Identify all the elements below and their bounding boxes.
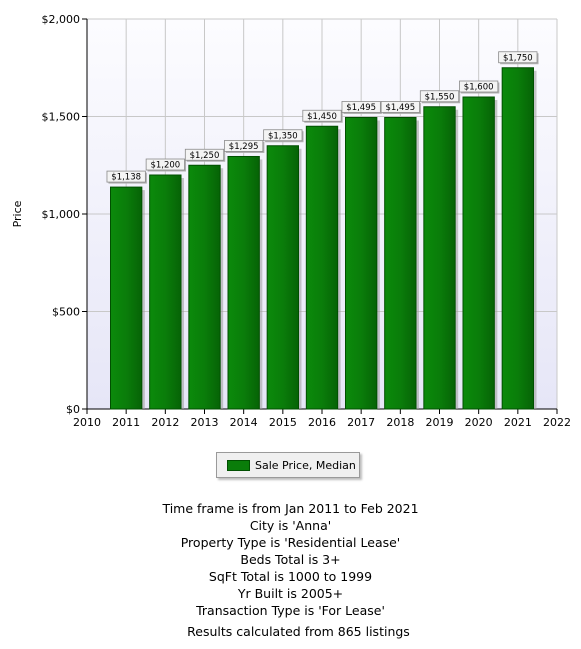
criteria-line: Transaction Type is 'For Lease' <box>196 603 385 618</box>
data-label: $1,550 <box>425 92 455 102</box>
bar <box>384 116 417 410</box>
y-axis-label: Price <box>11 200 24 227</box>
data-label-box <box>498 51 538 64</box>
criteria-line: Property Type is 'Residential Lease' <box>180 535 401 550</box>
y-tick-label: $2,000 <box>42 13 81 26</box>
data-label-box <box>380 101 420 113</box>
bar <box>266 145 299 410</box>
legend-swatch <box>227 459 250 471</box>
bar <box>188 164 221 410</box>
data-label-box <box>184 148 225 161</box>
bar <box>305 125 339 410</box>
y-tick-label: $500 <box>52 306 80 319</box>
y-tick-label: $0 <box>66 403 80 416</box>
data-label: $1,750 <box>503 53 533 63</box>
x-tick-label: 2019 <box>426 416 454 429</box>
x-tick-label: 2016 <box>308 416 336 429</box>
y-tick-label: $1,500 <box>42 111 81 124</box>
x-tick-label: 2020 <box>465 416 493 429</box>
data-label-box <box>224 140 264 152</box>
bar <box>227 155 260 410</box>
data-label: $1,200 <box>150 161 180 171</box>
bar <box>501 67 534 410</box>
data-label: $1,138 <box>111 173 141 183</box>
chart-area: $0 $500 $1,000 $1,500 $2,000 2010 2011 2012 2013… <box>11 13 571 429</box>
x-tick-label: 2014 <box>230 416 258 429</box>
chart-legend: Sale Price, Median <box>216 452 360 478</box>
criteria-line: Time frame is from Jan 2011 to Feb 2021 <box>162 501 419 516</box>
criteria-line: SqFt Total is 1000 to 1999 <box>208 569 373 584</box>
bar <box>345 116 378 410</box>
x-tick-label: 2021 <box>504 416 532 429</box>
data-label: $1,495 <box>385 103 415 113</box>
y-tick-label: $1,000 <box>42 208 81 221</box>
bar <box>110 186 143 410</box>
bar <box>462 96 495 410</box>
data-label: $1,600 <box>464 83 494 93</box>
data-label-box <box>459 80 499 93</box>
legend-label: Sale Price, Median <box>255 458 356 472</box>
x-tick-label: 2017 <box>347 416 375 429</box>
x-tick-label: 2015 <box>269 416 297 429</box>
data-label-box <box>145 158 185 171</box>
bar <box>149 174 182 410</box>
criteria-line: Beds Total is 3+ <box>240 552 341 567</box>
criteria-line: City is 'Anna' <box>249 518 332 533</box>
data-label: $1,450 <box>307 112 337 122</box>
data-label: $1,495 <box>346 103 376 113</box>
data-label-box <box>419 90 460 103</box>
data-label-box <box>302 109 342 122</box>
x-tick-label: 2013 <box>191 416 219 429</box>
bar-chart: $0 $500 $1,000 $1,500 $2,000 2010 2011 2012 2013… <box>11 13 571 429</box>
search-criteria: Time frame is from Jan 2011 to Feb 2021 … <box>0 500 581 619</box>
x-tick-label: 2022 <box>543 416 571 429</box>
x-tick-label: 2018 <box>386 416 414 429</box>
data-label: $1,295 <box>229 142 259 152</box>
data-label-box <box>106 170 146 183</box>
criteria-line: Yr Built is 2005+ <box>237 586 344 601</box>
x-tick-label: 2011 <box>112 416 140 429</box>
data-label: $1,350 <box>268 131 298 141</box>
data-label-box <box>341 101 381 113</box>
data-label-box <box>263 129 303 142</box>
data-label: $1,250 <box>190 151 220 161</box>
x-tick-label: 2010 <box>73 416 101 429</box>
bar <box>423 106 456 410</box>
results-count: Results calculated from 865 listings <box>187 624 410 639</box>
x-tick-label: 2012 <box>151 416 179 429</box>
